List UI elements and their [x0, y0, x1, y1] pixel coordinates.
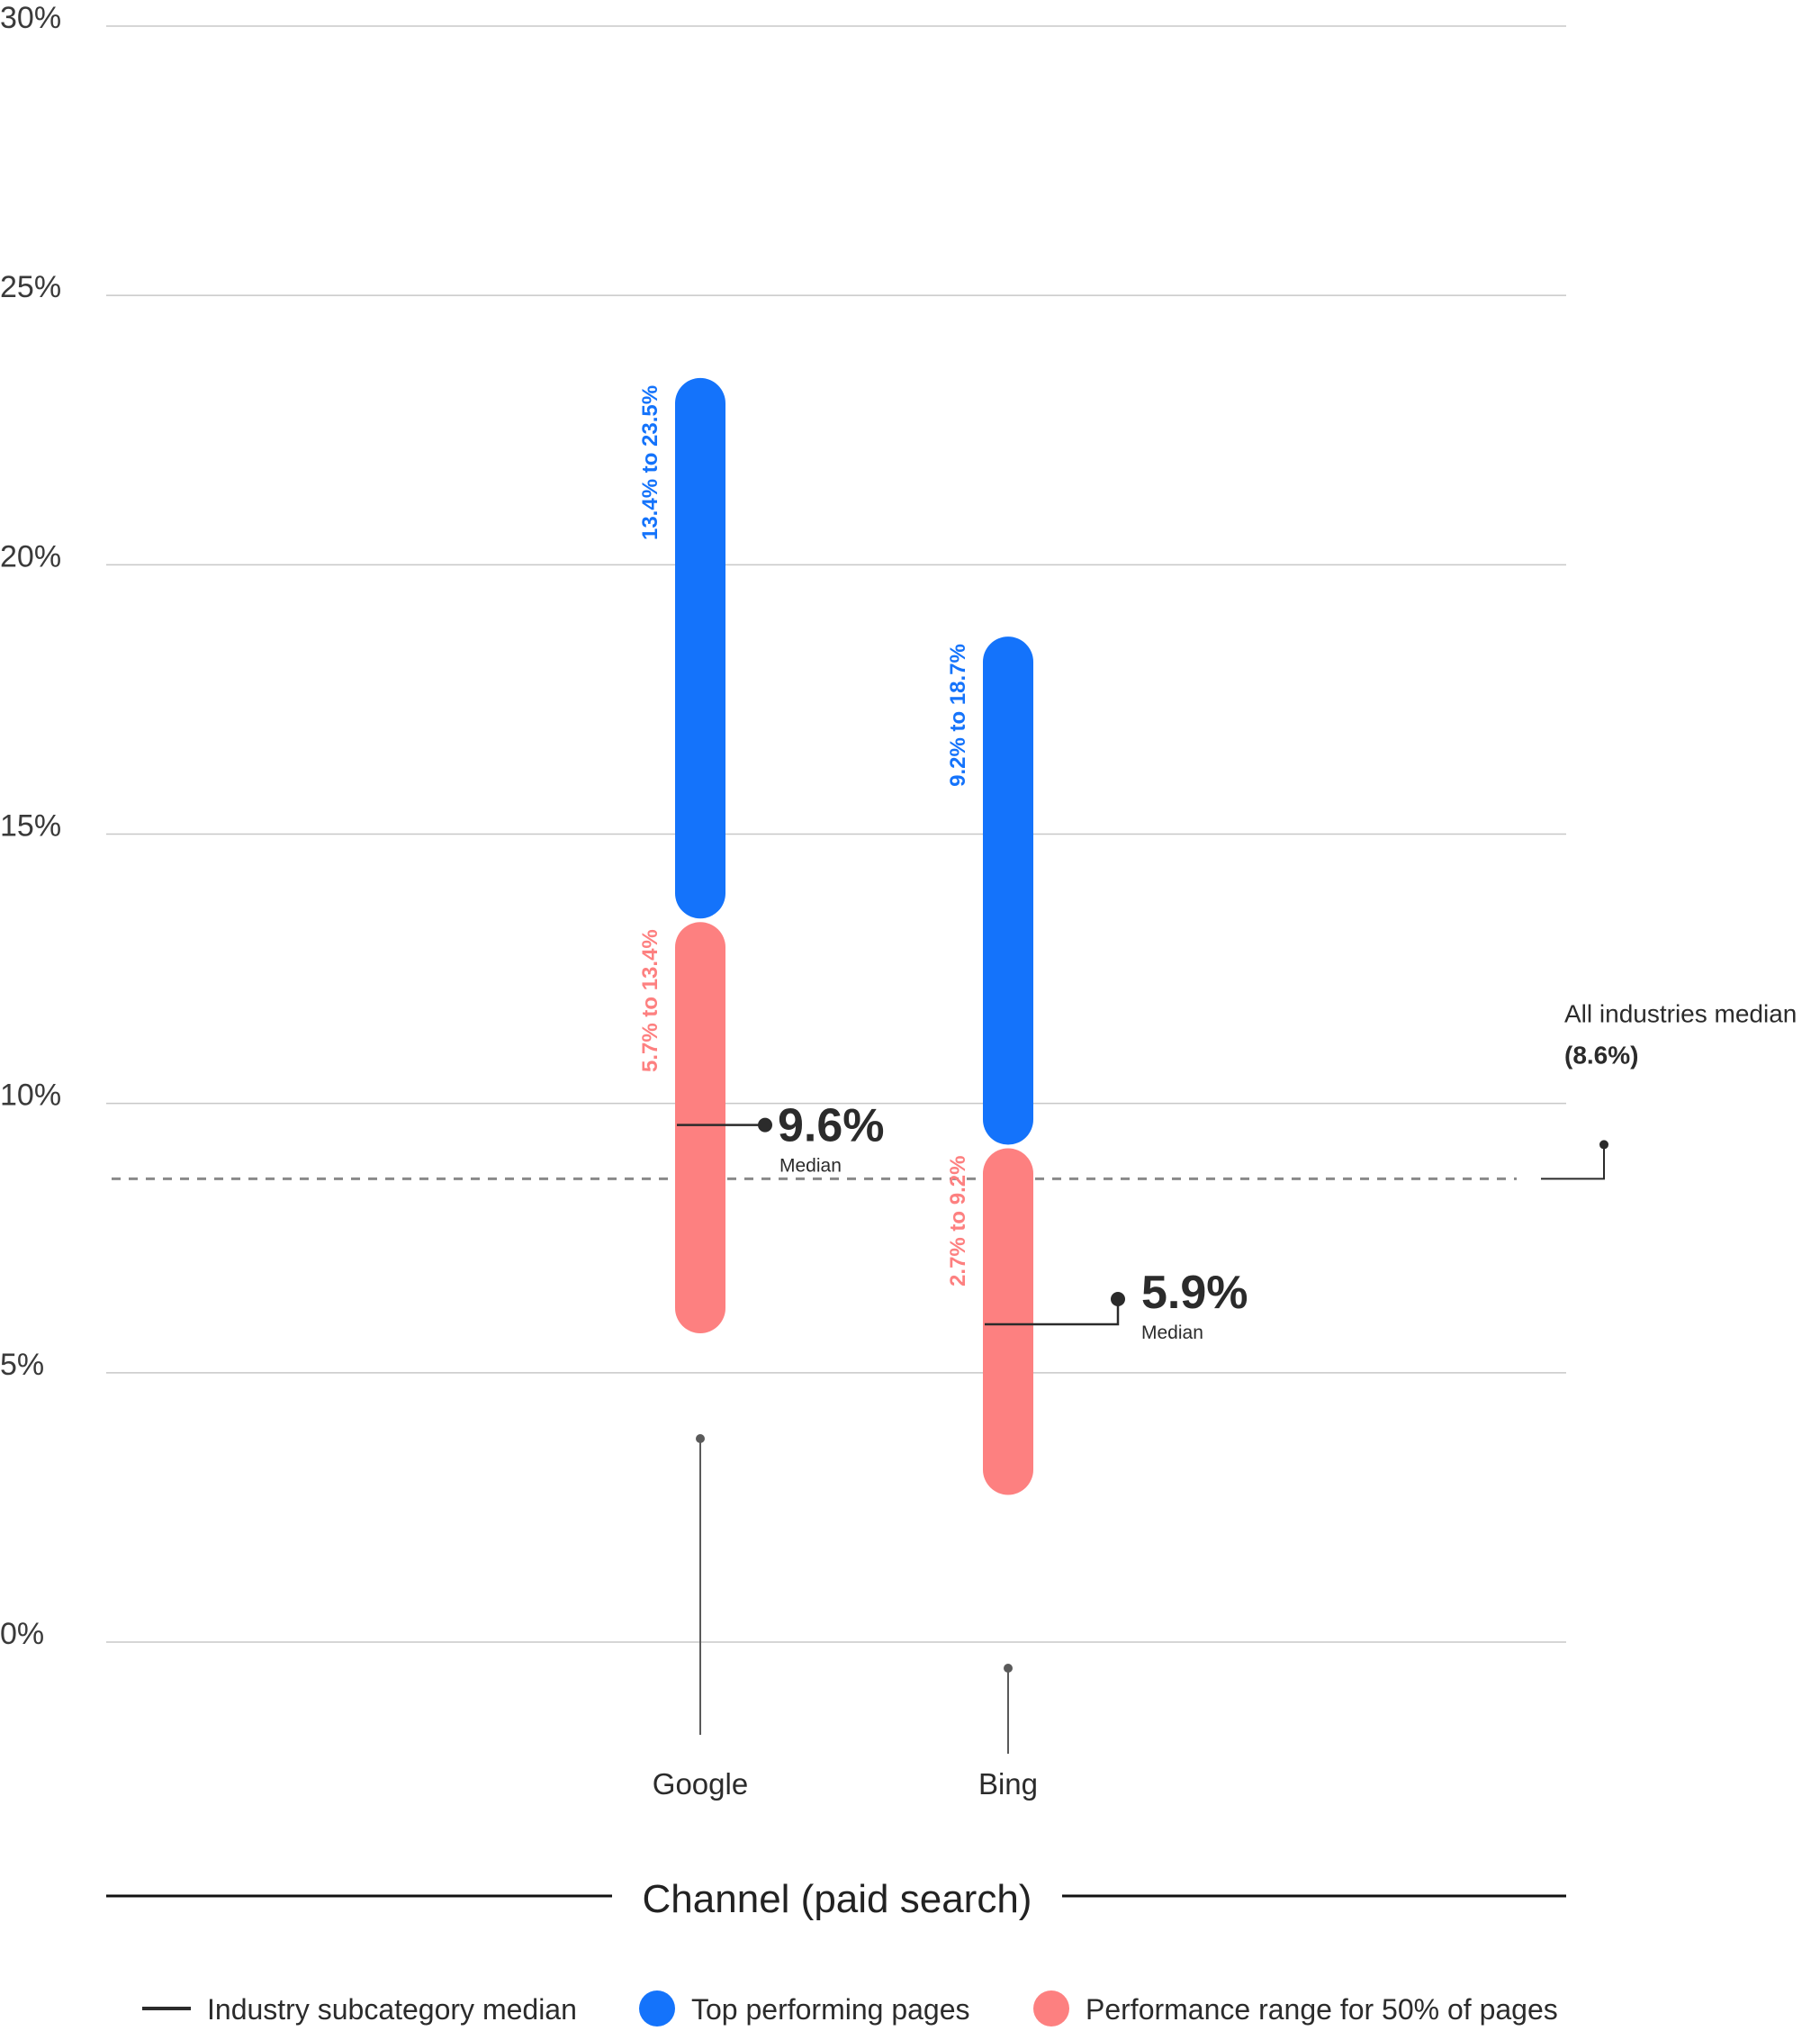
y-tick-label: 15%	[0, 809, 61, 844]
range-label: 2.7% to 9.2%	[946, 1156, 970, 1286]
legend-label: Top performing pages	[691, 1993, 970, 2026]
y-tick-label: 25%	[0, 270, 61, 304]
range-label: 13.4% to 23.5%	[638, 385, 662, 540]
mid-range-bar	[675, 922, 725, 1333]
category-labels: Google Bing	[653, 1434, 1038, 1801]
y-tick-label: 20%	[0, 539, 61, 573]
median-dot	[758, 1117, 772, 1133]
category-label: Google	[653, 1767, 748, 1801]
reference-line-value: (8.6%)	[1564, 1041, 1638, 1069]
category-label: Bing	[978, 1767, 1038, 1801]
median-markers: 9.6% Median 5.9% Median	[677, 1100, 1248, 1343]
median-caption: Median	[1141, 1322, 1203, 1343]
top-range-bar	[983, 636, 1033, 1145]
mid-range-bar	[983, 1148, 1033, 1495]
y-tick-label: 10%	[0, 1079, 61, 1113]
median-dot	[1111, 1291, 1125, 1306]
y-tick-label: 30%	[0, 1, 61, 35]
range-label: 9.2% to 18.7%	[946, 644, 970, 787]
reference-leader-dot	[1599, 1140, 1608, 1150]
top-range-bar	[675, 377, 725, 919]
legend-circle-marker	[1033, 1990, 1069, 2026]
legend-label: Performance range for 50% of pages	[1086, 1993, 1558, 2026]
y-axis-ticks: 0% 5% 10% 15% 20% 25% 30%	[0, 1, 61, 1651]
y-tick-label: 5%	[0, 1348, 44, 1382]
x-axis-title: Channel (paid search)	[643, 1877, 1032, 1921]
median-line	[985, 1298, 1120, 1326]
reference-line-group: All industries median (8.6%)	[112, 999, 1797, 1180]
reference-line-title: All industries median	[1564, 999, 1797, 1027]
legend-label: Industry subcategory median	[207, 1993, 577, 2026]
legend: Industry subcategory median Top performin…	[142, 1990, 1558, 2026]
gridlines	[106, 25, 1566, 1643]
median-caption: Median	[779, 1156, 842, 1177]
range-label: 5.7% to 13.4%	[638, 929, 662, 1072]
median-value: 5.9%	[1141, 1267, 1248, 1319]
x-axis: Channel (paid search)	[106, 1877, 1566, 1921]
y-tick-label: 0%	[0, 1617, 44, 1651]
reference-leader-line	[1541, 1144, 1605, 1180]
median-value: 9.6%	[778, 1100, 885, 1152]
legend-circle-marker	[639, 1990, 675, 2026]
range-bars: 13.4% to 23.5% 9.2% to 18.7% 5.7% to 13.4%…	[638, 377, 1033, 1495]
